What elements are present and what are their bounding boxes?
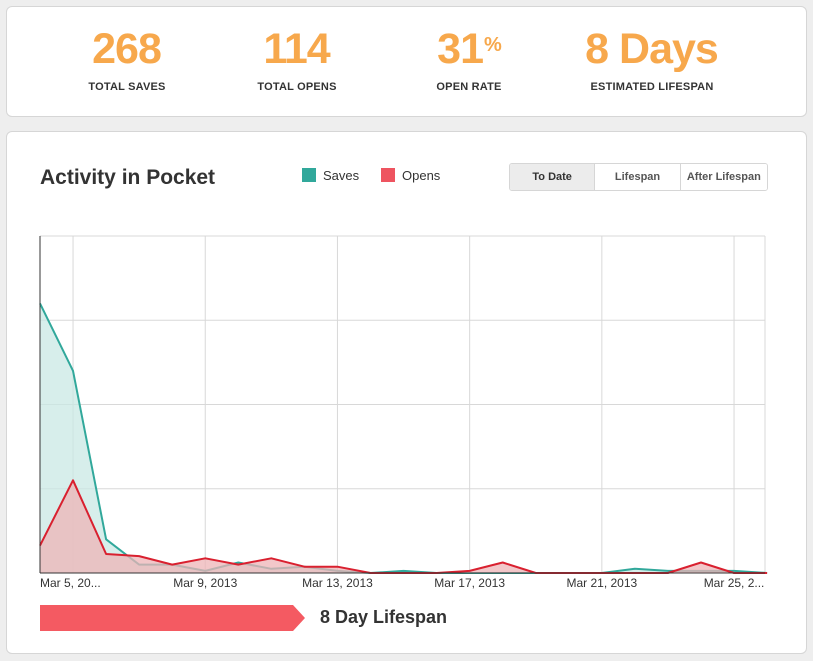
stat-value: 268 <box>92 25 162 73</box>
lifespan-label: 8 Day Lifespan <box>320 607 448 627</box>
x-tick-label: Mar 25, 2... <box>704 576 765 590</box>
activity-title: Activity in Pocket <box>40 166 216 189</box>
lifespan-arrow <box>40 605 305 631</box>
tab-lifespan[interactable]: Lifespan <box>595 164 681 190</box>
activity-panel: Activity in Pocket Saves Opens To Date L… <box>6 131 807 654</box>
x-tick-label: Mar 17, 2013 <box>434 576 505 590</box>
legend-label: Opens <box>402 168 441 183</box>
stat-total-saves: 268 TOTAL SAVES <box>37 7 217 93</box>
tab-to-date[interactable]: To Date <box>510 164 596 190</box>
stats-panel: 268 TOTAL SAVES 114 TOTAL OPENS 31% OPEN… <box>6 6 807 117</box>
stat-label: ESTIMATED LIFESPAN <box>590 81 714 93</box>
saves-swatch <box>302 168 316 182</box>
stat-value: 114 <box>263 25 330 73</box>
tab-after-lifespan[interactable]: After Lifespan <box>680 164 767 190</box>
x-tick-label: Mar 13, 2013 <box>302 576 373 590</box>
stat-label: TOTAL OPENS <box>257 81 337 93</box>
legend-label: Saves <box>323 168 360 183</box>
x-tick-label: Mar 9, 2013 <box>173 576 237 590</box>
stat-open-rate: 31% OPEN RATE <box>379 7 559 93</box>
opens-swatch <box>381 168 395 182</box>
stat-estimated-lifespan: 8 Days ESTIMATED LIFESPAN <box>562 7 742 93</box>
stat-value: 8 Days <box>585 25 719 73</box>
stat-label: TOTAL SAVES <box>88 81 166 93</box>
saves-series-line <box>39 302 768 574</box>
activity-chart: Mar 5, 20... Mar 9, 2013 Mar 13, 2013 Mar 1… <box>39 235 768 590</box>
legend-item-opens: Opens <box>381 168 440 183</box>
stat-total-opens: 114 TOTAL OPENS <box>207 7 387 93</box>
x-tick-label: Mar 5, 20... <box>40 576 101 590</box>
stat-label: OPEN RATE <box>436 81 502 93</box>
opens-series-area <box>40 480 768 573</box>
saves-series-area <box>40 303 768 573</box>
legend-item-saves: Saves <box>302 168 359 183</box>
stat-value: 31% <box>437 25 502 73</box>
range-toggle: To Date Lifespan After Lifespan <box>509 163 768 191</box>
lifespan-bar <box>40 605 305 631</box>
x-tick-label: Mar 21, 2013 <box>566 576 637 590</box>
opens-series-line <box>39 479 768 574</box>
